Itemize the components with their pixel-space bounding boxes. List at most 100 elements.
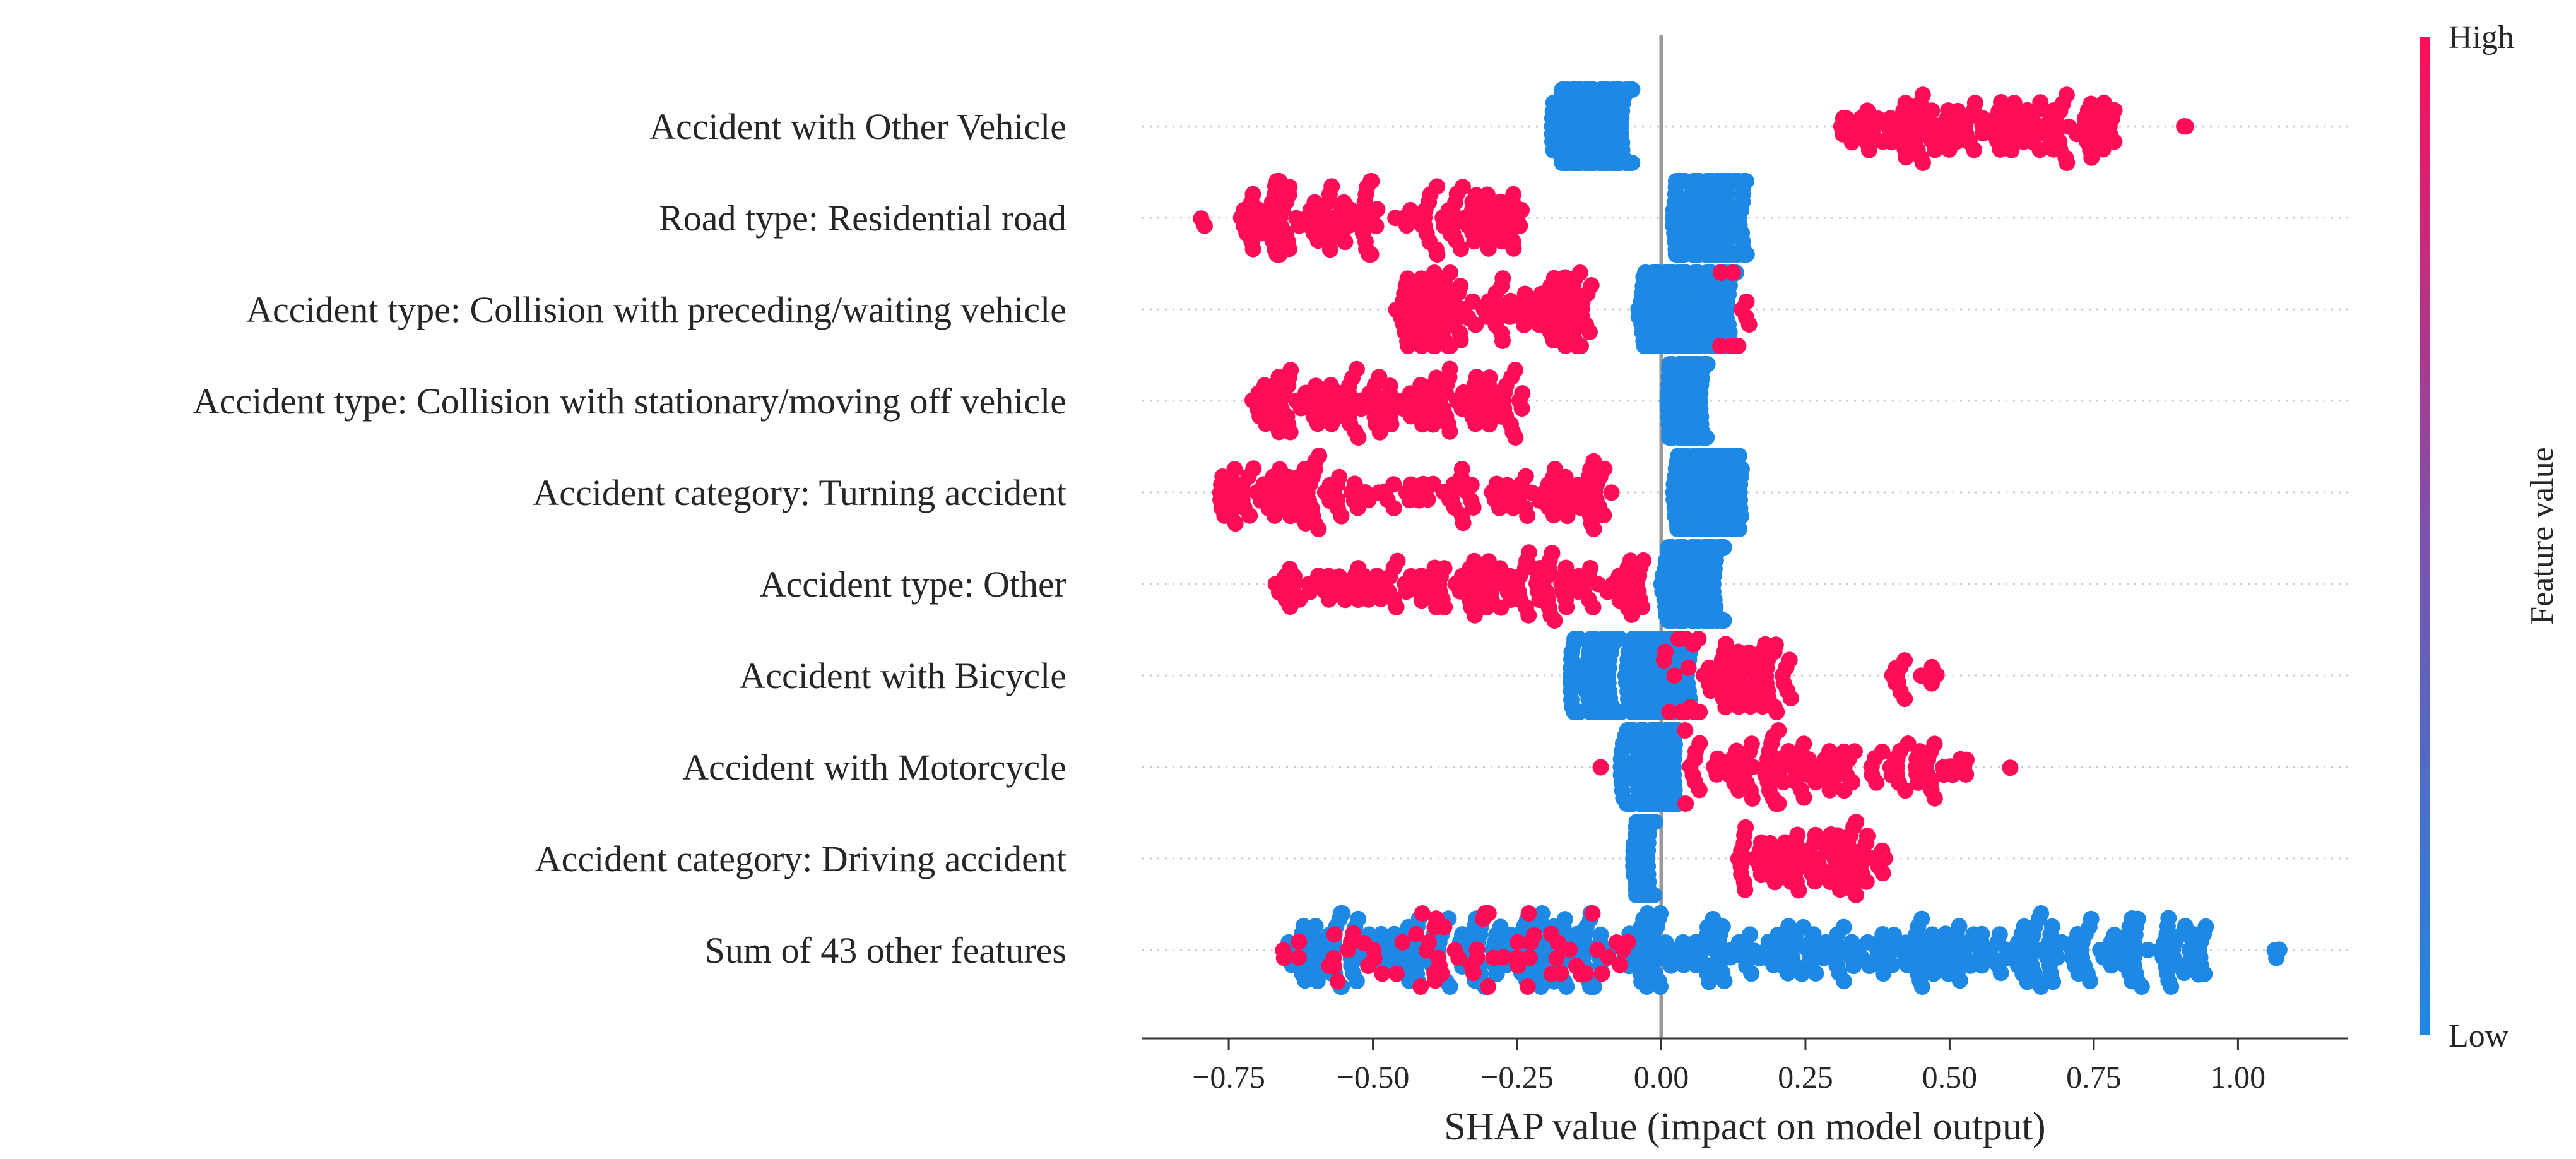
shap-dot [1399, 270, 1416, 287]
shap-dot [1884, 956, 1901, 973]
shap-dot [1505, 240, 1522, 257]
shap-dot [1714, 918, 1731, 935]
shap-dot [1807, 965, 1824, 982]
shap-dot [2106, 102, 2123, 119]
shap-dot [1348, 973, 1365, 990]
shap-dot [1807, 826, 1824, 843]
shap-dot [2059, 155, 2076, 171]
shap-dot [2083, 149, 2100, 166]
shap-dot [2031, 141, 2048, 158]
shap-dot [1595, 507, 1612, 524]
x-axis-title: SHAP value (impact on model output) [1444, 1105, 2045, 1148]
shap-dot [1526, 927, 1543, 944]
shap-dot [1480, 978, 1496, 995]
shap-dot [1350, 910, 1367, 927]
shap-dot [1308, 377, 1324, 395]
x-tick-label: 0.50 [1922, 1059, 1978, 1095]
shap-dot [1744, 759, 1761, 776]
shap-dot [1362, 246, 1380, 263]
shap-dot [1548, 949, 1565, 966]
shap-dot [2133, 978, 2150, 995]
shap-dot [1691, 704, 1708, 720]
shap-dot [1450, 949, 1467, 966]
shap-dot [1453, 461, 1470, 477]
shap-dot [2045, 973, 2062, 990]
shap-dot [1740, 316, 1758, 333]
shap-dot [1584, 905, 1601, 922]
shap-dot [1505, 186, 1522, 203]
shap-dot [2082, 973, 2099, 990]
feature-label: Accident category: Driving accident [535, 838, 1066, 879]
shap-dot [1725, 264, 1741, 281]
shap-dot [1805, 926, 1822, 943]
x-axis: −0.75 −0.50 −0.25 0.00 0.25 0.50 0.75 1.00 [1142, 1037, 2348, 1095]
shap-dot [1795, 789, 1812, 806]
feature-label: Accident with Bicycle [739, 655, 1066, 696]
shap-dot [1603, 484, 1620, 501]
shap-dot [1544, 545, 1561, 562]
shap-dot [1652, 978, 1669, 995]
shap-dot [1992, 965, 2009, 982]
shap-dot [1991, 926, 2008, 943]
shap-dot [1441, 423, 1458, 440]
shap-dot [1913, 978, 1930, 995]
feature-label: Accident type: Collision with preceding/… [246, 289, 1066, 330]
shap-dot [1646, 814, 1663, 830]
shap-dot [1680, 660, 1697, 677]
shap-dot [2271, 941, 2288, 958]
shap-dot [1677, 795, 1694, 812]
shap-dot [1585, 599, 1602, 615]
shap-dot [1701, 973, 1718, 990]
shap-dot [1717, 636, 1734, 653]
shap-dot [1429, 246, 1446, 263]
shap-dot [1326, 958, 1342, 975]
shap-dot [1333, 508, 1350, 525]
shap-dot [1465, 499, 1482, 516]
shap-dot [1510, 934, 1527, 951]
shap-dot [1481, 369, 1498, 386]
shap-dot [1244, 241, 1261, 258]
shap-dot [1634, 598, 1651, 615]
shap-dot [1421, 934, 1437, 951]
shap-dot [1532, 978, 1549, 995]
shap-dot [1619, 934, 1636, 951]
shap-dot [1731, 521, 1747, 537]
shap-dot [1738, 246, 1755, 263]
shap-dot [1730, 338, 1747, 354]
shap-dot [1716, 973, 1733, 990]
shap-dot [1652, 905, 1669, 922]
shap-dot [1520, 607, 1537, 624]
shap-dot [1331, 468, 1348, 485]
shap-dot [1848, 887, 1864, 903]
shap-dot [1582, 560, 1599, 576]
shap-dot [1715, 612, 1732, 629]
shap-dot [1519, 508, 1536, 524]
shap-dot [1767, 636, 1784, 653]
shap-dot [1398, 217, 1415, 234]
shap-dot [1915, 155, 1931, 171]
shap-dot [1494, 333, 1511, 349]
shap-dot [1848, 814, 1865, 830]
shap-dot [1800, 751, 1817, 768]
shap-dot [1419, 491, 1436, 508]
shap-dot [1835, 918, 1852, 936]
shap-dot [1897, 782, 1914, 799]
shap-dot [1368, 218, 1385, 235]
shap-dot [1353, 400, 1369, 417]
shap-dot [1730, 448, 1747, 464]
shap-dot [1436, 560, 1453, 577]
shap-dot [1646, 887, 1663, 903]
shap-dot [1868, 774, 1885, 791]
shap-dot [1914, 86, 1931, 104]
shap-dot [1876, 850, 1893, 867]
colorbar-high-label: High [2449, 20, 2514, 56]
shap-dot [1781, 651, 1798, 669]
shap-dot [1465, 965, 1482, 982]
shap-dot [1806, 873, 1823, 890]
shap-dot [1513, 201, 1530, 218]
shap-dot [2049, 949, 2065, 966]
feature-label: Accident type: Other [760, 564, 1066, 605]
shap-dot [1782, 690, 1799, 707]
shap-dot [1699, 356, 1716, 372]
shap-dot [2003, 141, 2020, 158]
